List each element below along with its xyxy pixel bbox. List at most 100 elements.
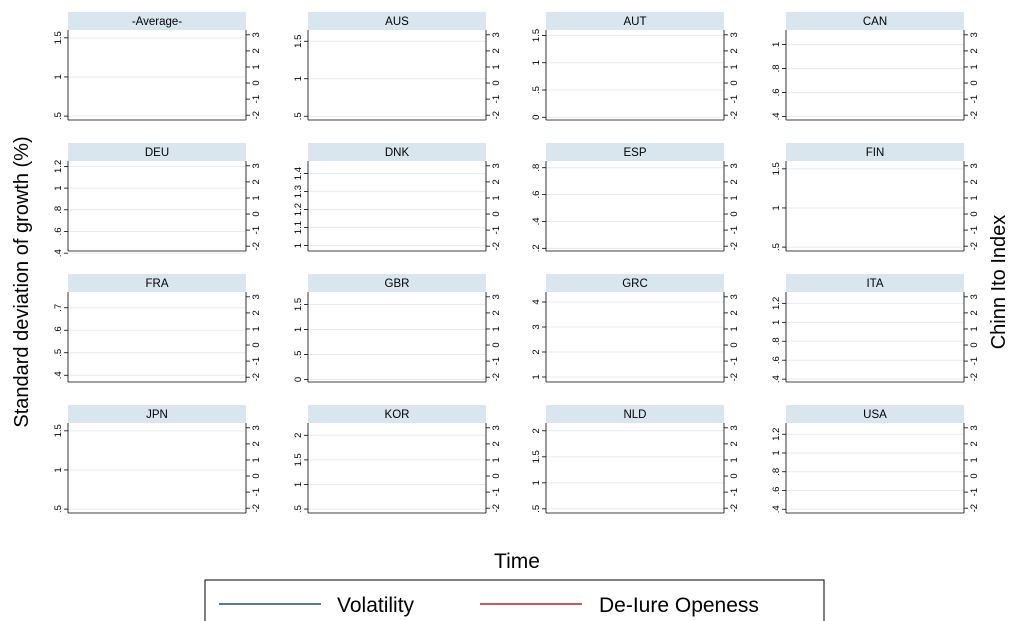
panel-header bbox=[308, 405, 486, 423]
legend-label-volatility: Volatility bbox=[337, 594, 415, 617]
y-tick-label-left: .5 bbox=[293, 505, 304, 513]
y-tick-label-right: 0 bbox=[251, 342, 262, 347]
panel-header bbox=[786, 143, 964, 161]
panel-header bbox=[546, 274, 724, 292]
y-tick-label-left: 2 bbox=[531, 428, 542, 433]
x-axis-label: Time bbox=[494, 550, 540, 573]
panel-gbr: GBR 0 .5 1 1.5 -2 -1 0 1 2 3 bbox=[293, 274, 502, 383]
y-tick-label-right: 0 bbox=[491, 211, 502, 216]
y-tick-label-right: 3 bbox=[491, 32, 502, 37]
y-tick-label-right: 0 bbox=[729, 342, 740, 347]
panel-title: DNK bbox=[385, 147, 410, 159]
y-tick-label-left: .8 bbox=[771, 337, 782, 345]
panel-title: KOR bbox=[385, 409, 410, 421]
panel-title: GRC bbox=[622, 278, 648, 290]
y-tick-label-right: 3 bbox=[251, 32, 262, 37]
y-tick-label-right: 0 bbox=[969, 80, 980, 85]
y-tick-label-right: 3 bbox=[729, 163, 740, 168]
panel-average: -Average- .5 1 1.5 -2 -1 0 1 2 3 bbox=[53, 12, 262, 121]
y-tick-label-right: -2 bbox=[969, 504, 980, 512]
y-tick-label-right: 1 bbox=[251, 64, 262, 69]
y-tick-label-left: 1.5 bbox=[531, 450, 542, 463]
y-tick-label-right: 3 bbox=[251, 425, 262, 430]
y-tick-label-right: 2 bbox=[969, 179, 980, 184]
panels-grid: -Average-.511.5-2-10123AUS.511.5-2-10123… bbox=[53, 12, 980, 514]
y-tick-label-right: 0 bbox=[729, 80, 740, 85]
y-tick-label-right: -1 bbox=[251, 95, 262, 103]
y-tick-label-right: 0 bbox=[729, 211, 740, 216]
y-tick-label-left: 1.5 bbox=[293, 35, 304, 48]
y-tick-label-right: 2 bbox=[729, 48, 740, 53]
y-tick-label-right: 2 bbox=[729, 441, 740, 446]
panel-header bbox=[68, 274, 246, 292]
y-tick-label-right: 1 bbox=[969, 326, 980, 331]
y-tick-label-left: .4 bbox=[771, 505, 782, 513]
y-tick-label-left: .4 bbox=[53, 249, 64, 257]
y-tick-label-right: 3 bbox=[729, 32, 740, 37]
y-tick-label-right: -2 bbox=[251, 111, 262, 119]
y-tick-label-right: 3 bbox=[491, 294, 502, 299]
y-tick-label-right: 1 bbox=[491, 457, 502, 462]
panel-title: CAN bbox=[863, 16, 887, 28]
y-tick-label-left: .5 bbox=[531, 86, 542, 94]
panel-header bbox=[308, 143, 486, 161]
y-tick-label-right: -1 bbox=[969, 95, 980, 103]
y-tick-label-left: .8 bbox=[771, 468, 782, 476]
y-tick-label-left: .6 bbox=[771, 88, 782, 96]
y-tick-label-left: .4 bbox=[771, 112, 782, 120]
y-tick-label-left: .6 bbox=[53, 228, 64, 236]
panel-title: AUT bbox=[624, 16, 647, 28]
y-tick-label-left: 1 bbox=[293, 482, 304, 487]
panel-title: FIN bbox=[866, 147, 885, 159]
y-tick-label-left: 1 bbox=[531, 60, 542, 65]
y-tick-label-right: 1 bbox=[251, 195, 262, 200]
y-tick-label-left: 1.2 bbox=[293, 203, 304, 216]
panel-kor: KOR .5 1 1.5 2 -2 -1 0 1 2 3 bbox=[293, 405, 502, 514]
y-tick-label-right: 1 bbox=[491, 195, 502, 200]
y-tick-label-right: 3 bbox=[969, 163, 980, 168]
y-tick-label-left: .4 bbox=[531, 217, 542, 225]
y-tick-label-right: -1 bbox=[729, 488, 740, 496]
panel-nld: NLD .5 1 1.5 2 -2 -1 0 1 2 3 bbox=[531, 405, 740, 514]
panel-title: ITA bbox=[866, 278, 883, 290]
panel-header bbox=[546, 405, 724, 423]
y-tick-label-left: .8 bbox=[53, 206, 64, 214]
y-tick-label-right: 2 bbox=[251, 48, 262, 53]
y-tick-label-left: 1.2 bbox=[771, 297, 782, 310]
y-tick-label-right: 3 bbox=[251, 294, 262, 299]
y-tick-label-right: 1 bbox=[969, 195, 980, 200]
panel-fin: FIN .5 1 1.5 -2 -1 0 1 2 3 bbox=[771, 143, 980, 252]
y-tick-label-right: -1 bbox=[491, 226, 502, 234]
panel-header bbox=[546, 12, 724, 30]
panel-title: DEU bbox=[145, 147, 169, 159]
panel-title: -Average- bbox=[132, 16, 182, 28]
y-tick-label-right: -1 bbox=[491, 357, 502, 365]
y-tick-label-right: 2 bbox=[969, 48, 980, 53]
panel-grc: GRC 1 2 3 4 -2 -1 0 1 2 3 bbox=[531, 274, 740, 383]
y-tick-label-right: -2 bbox=[491, 373, 502, 381]
y-tick-label-right: 3 bbox=[491, 163, 502, 168]
panel-deu: DEU .4 .6 .8 1 1.2 -2 -1 0 1 2 3 bbox=[53, 143, 262, 257]
y-tick-label-right: 2 bbox=[491, 179, 502, 184]
y-tick-label-right: -2 bbox=[969, 242, 980, 250]
y-tick-label-left: 1 bbox=[531, 374, 542, 379]
y-tick-label-left: 1.5 bbox=[53, 31, 64, 44]
panel-dnk: DNK 1 1.1 1.2 1.3 1.4 -2 -1 0 1 2 3 bbox=[293, 143, 502, 252]
y-tick-label-left: .5 bbox=[771, 243, 782, 251]
y-tick-label-left: 1 bbox=[771, 42, 782, 47]
y-tick-label-right: 0 bbox=[251, 80, 262, 85]
panel-title: JPN bbox=[146, 409, 168, 421]
y-tick-label-left: 1 bbox=[771, 205, 782, 210]
y-tick-label-left: .5 bbox=[53, 349, 64, 357]
y-tick-label-right: 1 bbox=[251, 326, 262, 331]
y-tick-label-left: 1.2 bbox=[53, 160, 64, 173]
y-tick-label-left: .4 bbox=[53, 371, 64, 379]
y-tick-label-left: .8 bbox=[531, 164, 542, 172]
y-tick-label-right: 2 bbox=[251, 179, 262, 184]
y-tick-label-right: -2 bbox=[969, 373, 980, 381]
y-tick-label-right: 1 bbox=[491, 64, 502, 69]
panel-header bbox=[546, 143, 724, 161]
y-tick-label-right: -2 bbox=[251, 373, 262, 381]
y-tick-label-right: 3 bbox=[969, 294, 980, 299]
y-tick-label-left: .6 bbox=[53, 326, 64, 334]
